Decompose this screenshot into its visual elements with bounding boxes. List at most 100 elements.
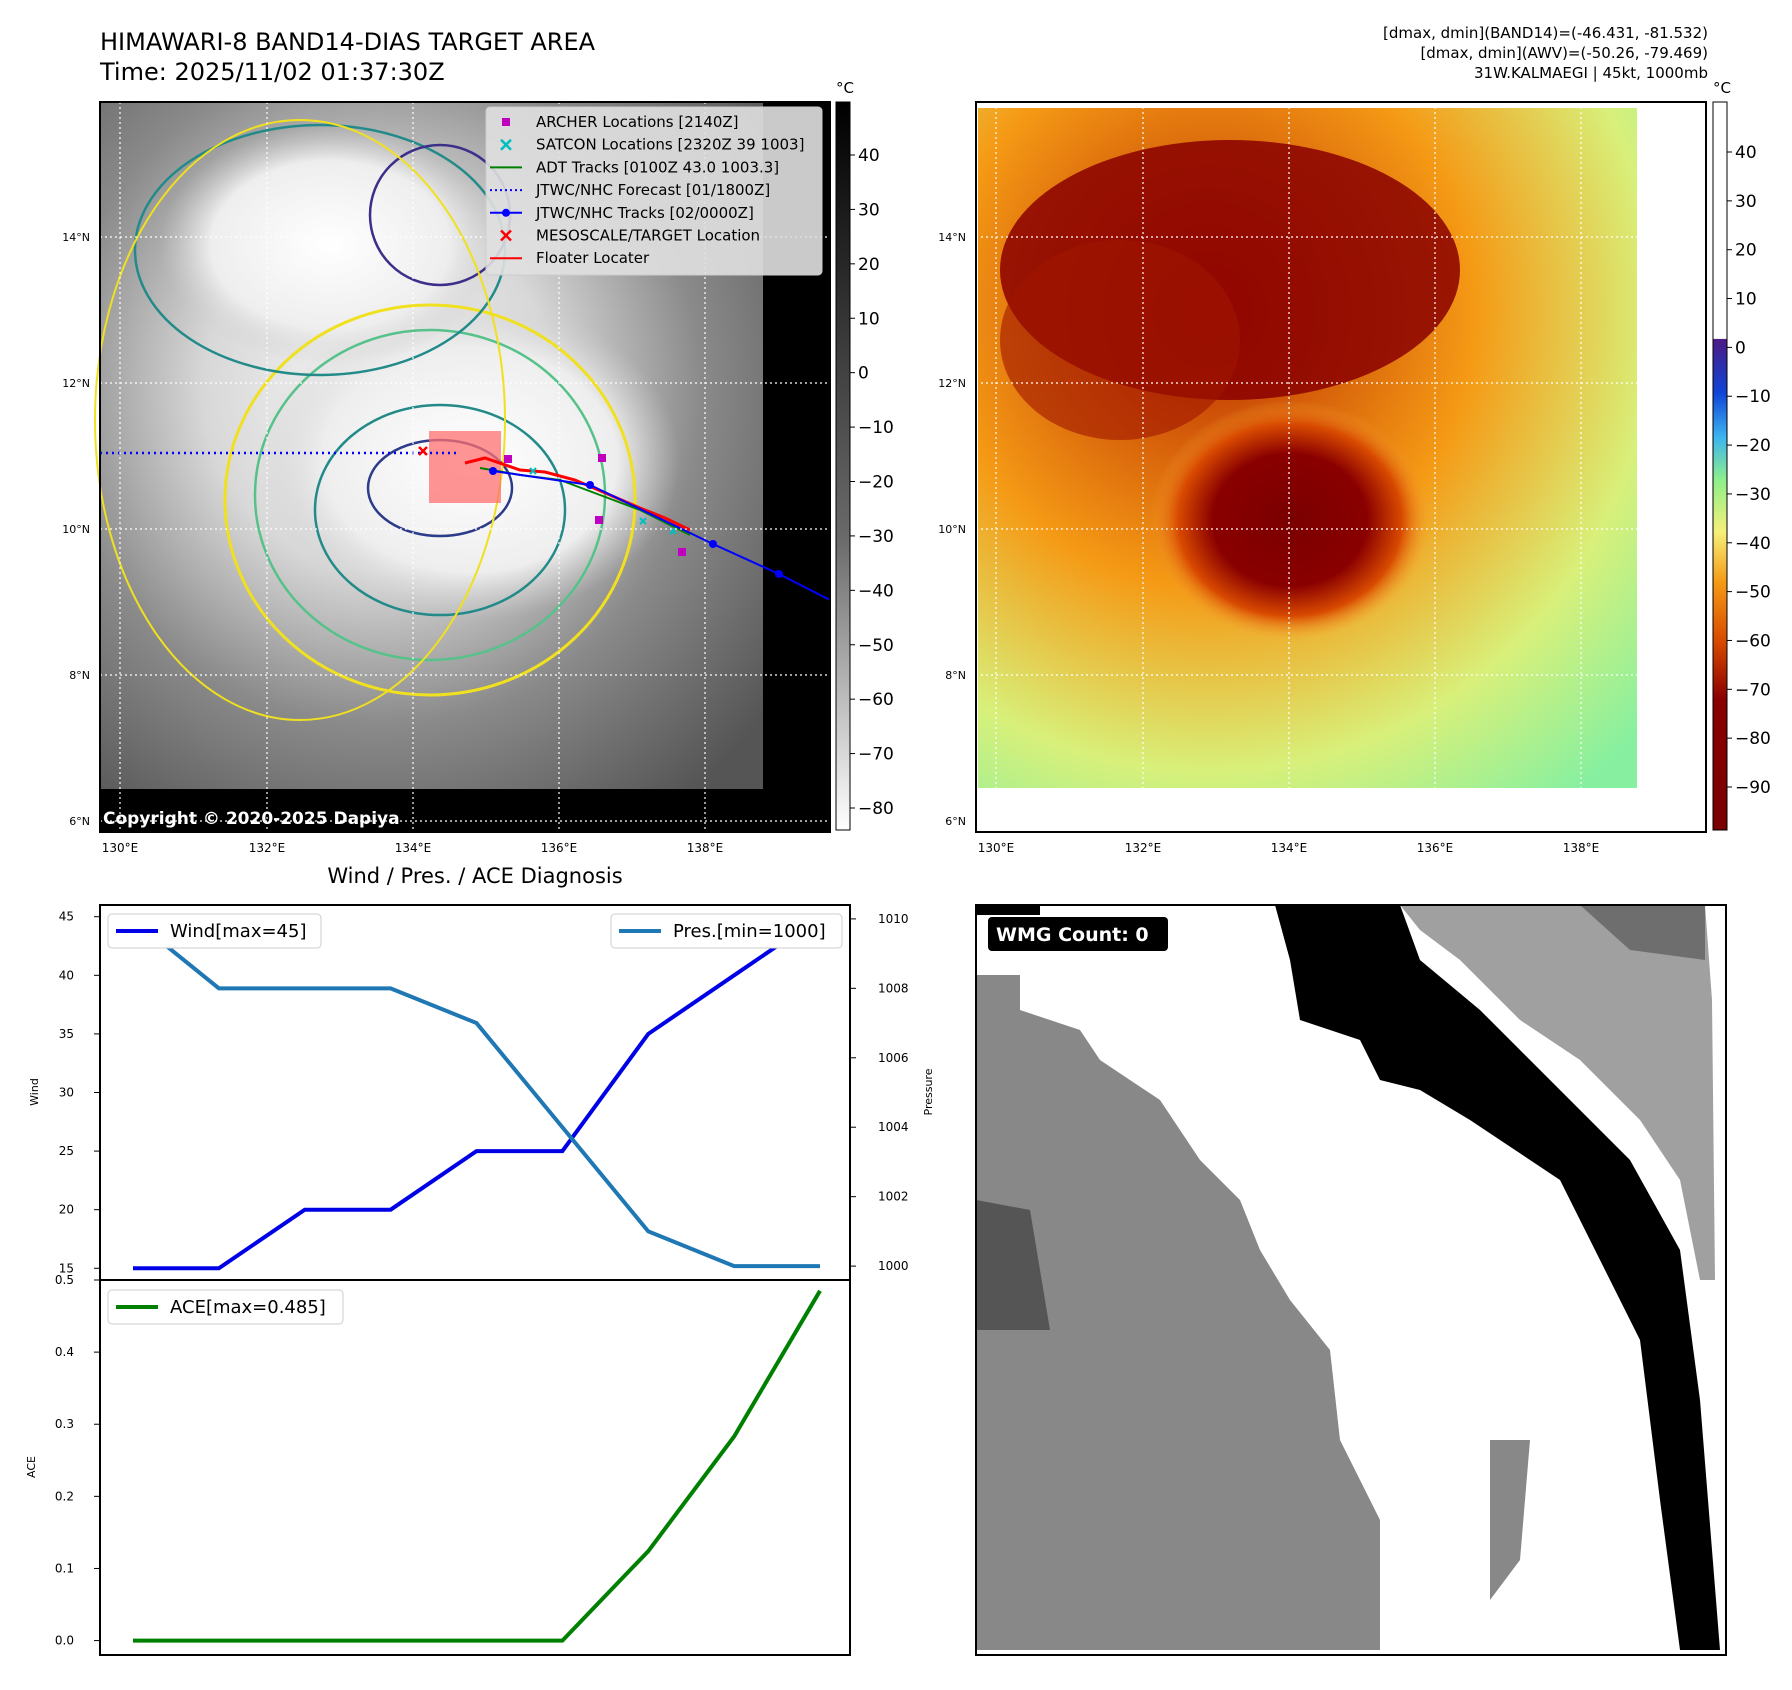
lon-tick-label: 138°E [687, 841, 724, 855]
colorbar-tick-label: −50 [1735, 583, 1771, 603]
legend-marker [500, 138, 512, 151]
colorbar-tick-label: 20 [1735, 241, 1757, 261]
wmg-frame [975, 904, 1727, 1656]
colorbar-tick-label: −30 [858, 527, 894, 547]
colorbar-tick-label: −60 [1735, 631, 1771, 651]
colorbar-tick-label: 30 [858, 200, 880, 220]
lat-tick-label: 8°N [945, 669, 966, 682]
lon-tick-label: 136°E [541, 841, 578, 855]
colorbar-tick-label: −30 [1735, 485, 1771, 505]
lat-tick-label: 14°N [938, 231, 966, 244]
wmg-panel: WMG Count: 0 [975, 904, 1727, 1656]
ace-legend-label: ACE[max=0.485] [170, 1297, 326, 1318]
contour-teal [313, 403, 567, 617]
info-awv: [dmax, dmin](AWV)=(-50.26, -79.469) [1420, 44, 1708, 62]
pressure-y-tick-label: 1006 [878, 1051, 909, 1065]
pressure-line [131, 917, 820, 1269]
legend-label: JTWC/NHC Forecast [01/1800Z] [535, 181, 770, 199]
mesoscale-target [418, 446, 428, 456]
colorbar-tick-label: 40 [1735, 143, 1757, 163]
legend-marker [502, 118, 510, 126]
wmg-light-region [1400, 905, 1715, 1280]
gray-colorbar-unit: °C [836, 79, 854, 97]
lon-tick-label: 138°E [1563, 841, 1600, 855]
archer-location [678, 548, 686, 556]
ace-y-tick-label: 0.4 [55, 1345, 74, 1359]
wind-y-tick-label: 20 [59, 1203, 74, 1217]
awv-map-panel: 14°N12°N10°N8°N6°N 130°E 132°E 134°E 136°E 1… [938, 101, 1707, 855]
gray-colorbar-gradient [835, 101, 851, 831]
legend-label: Floater Locater [536, 249, 650, 267]
lon-tick-label: 130°E [978, 841, 1015, 855]
lon-tick-label: 132°E [249, 841, 286, 855]
wind-y-tick-label: 35 [59, 1027, 74, 1041]
map-legend [485, 106, 823, 276]
color-colorbar-ticks: 40 30 20 10 0 −10 −20 −30 −40 −50 −60 −70 −80 −90 [1727, 143, 1771, 798]
lon-tick-label: 134°E [1271, 841, 1308, 855]
lat-tick-label: 6°N [945, 815, 966, 828]
awv-core [1150, 400, 1430, 640]
ir-map-panel: ARCHER Locations [2140Z] SATCON Locations… [62, 101, 831, 855]
wmg-black-corner [976, 905, 1040, 915]
wmg-gray-region-west [976, 975, 1380, 1650]
colorbar-tick-label: 40 [858, 146, 880, 166]
legend-marker-dot [502, 208, 510, 217]
wind-pressure-frame [99, 904, 851, 1281]
awv-map-frame [975, 101, 1707, 833]
colorbar-tick-label: −20 [858, 473, 894, 493]
colorbar-tick-label: −20 [1735, 436, 1771, 456]
colorbar-tick-label: −10 [1735, 387, 1771, 407]
pressure-y-tick-label: 1002 [878, 1190, 909, 1204]
wmg-black-band [1275, 905, 1720, 1650]
colorbar-tick-label: 10 [858, 309, 880, 329]
ace-y-tick-label: 0.2 [55, 1489, 74, 1503]
ace-panel: ACE 0.0 0.1 0.2 0.3 0.4 0.5 ACE[max=0.485] [25, 1273, 851, 1656]
copyright-text: Copyright © 2020-2025 Dapiya [103, 809, 400, 829]
legend-marker [500, 229, 512, 242]
contour-green [253, 328, 607, 662]
wmg-dark-region [976, 1200, 1050, 1330]
colorbar-tick-label: −50 [858, 636, 894, 656]
awv-lat-ticks: 14°N 12°N 10°N 8°N 6°N [938, 231, 966, 828]
ace-series [133, 1289, 822, 1643]
info-storm: 31W.KALMAEGI | 45kt, 1000mb [1474, 64, 1708, 82]
pressure-y-tick-label: 1000 [878, 1259, 909, 1273]
colorbar-tick-label: −90 [1735, 778, 1771, 798]
contour-yellow-outer [94, 119, 506, 721]
colorbar-tick-label: −60 [858, 690, 894, 710]
awv-lon-ticks: 130°E 132°E 134°E 136°E 138°E [978, 841, 1600, 855]
lat-tick-label: 6°N [69, 815, 90, 828]
colorbar-tick-label: 0 [858, 364, 869, 384]
wind-y-tick-label: 45 [59, 910, 74, 924]
pressure-legend [610, 913, 843, 949]
awv-dry-region-west [1000, 240, 1240, 440]
ace-axis-label: ACE [25, 1456, 38, 1478]
jtwc-track-point [586, 481, 594, 489]
pressure-y-ticks: 1000 1002 1004 1006 1008 1010 [850, 912, 909, 1273]
legend-label: MESOSCALE/TARGET Location [536, 227, 760, 245]
ace-frame [99, 1279, 851, 1656]
wind-line [133, 915, 822, 1271]
ace-legend [107, 1289, 344, 1325]
colorbar-tick-label: −40 [1735, 534, 1771, 554]
legend-label: ARCHER Locations [2140Z] [536, 113, 739, 131]
colorbar-tick-label: −40 [858, 581, 894, 601]
wmg-count-badge [988, 917, 1168, 951]
floater-track [464, 456, 691, 532]
colorbar-tick-label: 0 [1735, 338, 1746, 358]
ace-y-ticks: 0.0 0.1 0.2 0.3 0.4 0.5 [55, 1273, 100, 1648]
wind-y-tick-label: 15 [59, 1261, 74, 1275]
colorbar-tick-label: 30 [1735, 192, 1757, 212]
gray-colorbar: °C 40 30 20 10 0 −10 −20 −30 −40 −50 −60 −70 −80 [835, 79, 894, 831]
colorbar-tick-label: −80 [1735, 729, 1771, 749]
pressure-axis-label: Pressure [922, 1068, 935, 1115]
diagnosis-title: Wind / Pres. / ACE Diagnosis [327, 864, 622, 888]
pressure-legend-label: Pres.[min=1000] [673, 921, 826, 942]
wind-series [133, 915, 822, 1271]
contour-yellow [223, 303, 637, 697]
jtwc-track-point [489, 467, 497, 475]
legend-label: ADT Tracks [0100Z 43.0 1003.3] [536, 158, 779, 176]
lat-tick-label: 14°N [62, 231, 90, 244]
color-colorbar-unit: °C [1713, 79, 1731, 97]
wmg-count-label: WMG Count: 0 [996, 924, 1149, 946]
